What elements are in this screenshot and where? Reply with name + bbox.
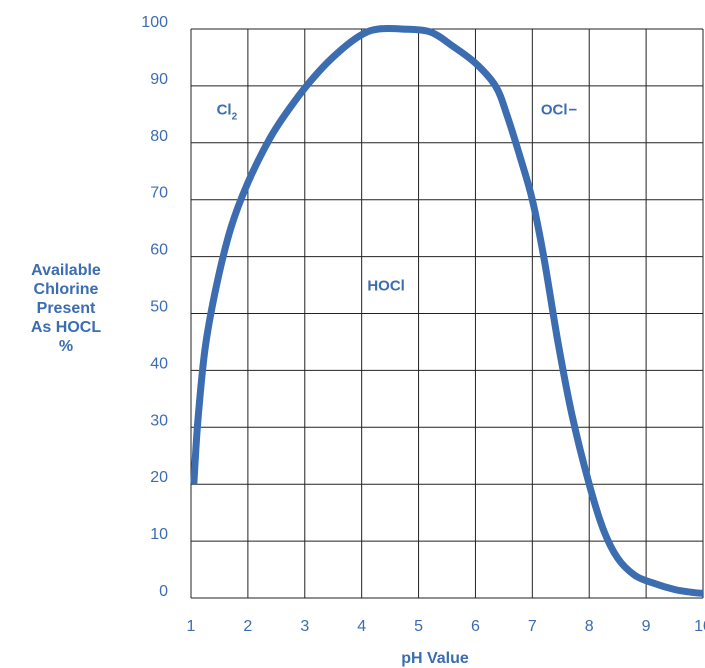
y-axis-label-line: Available	[31, 262, 101, 279]
y-tick-label: 20	[150, 469, 168, 486]
y-axis-label-line: %	[58, 338, 74, 355]
y-tick-label: 40	[150, 355, 168, 372]
x-tick-label: 8	[585, 618, 594, 635]
y-tick-label: 0	[159, 583, 168, 600]
x-tick-label: 9	[642, 618, 651, 635]
species-annotation: Cl2	[217, 101, 238, 122]
y-tick-label: 50	[150, 299, 168, 316]
y-axis-label-line: Chlorine	[33, 281, 99, 298]
y-axis-label-line: Present	[36, 300, 96, 317]
y-axis-label-line: As HOCL	[30, 319, 102, 336]
species-annotation: HOCl	[367, 278, 405, 295]
x-tick-label: 3	[300, 618, 309, 635]
y-tick-label: 70	[150, 185, 168, 202]
x-tick-label: 1	[187, 618, 196, 635]
species-annotation: OCl−	[541, 101, 578, 118]
x-tick-label: 10	[694, 618, 705, 635]
y-tick-label: 30	[150, 412, 168, 429]
x-tick-label: 2	[243, 618, 252, 635]
y-axis-label: Available Chlorine Present As HOCL %	[6, 261, 126, 356]
x-tick-label: 6	[471, 618, 480, 635]
x-tick-label: 5	[414, 618, 423, 635]
x-tick-label: 4	[357, 618, 366, 635]
y-tick-label: 80	[150, 128, 168, 145]
x-axis-label: pH Value	[401, 650, 469, 667]
y-tick-label: 100	[141, 14, 168, 31]
series-line	[190, 24, 704, 597]
x-tick-label: 7	[528, 618, 537, 635]
y-tick-label: 90	[150, 71, 168, 88]
y-tick-label: 60	[150, 242, 168, 259]
y-tick-label: 10	[150, 526, 168, 543]
